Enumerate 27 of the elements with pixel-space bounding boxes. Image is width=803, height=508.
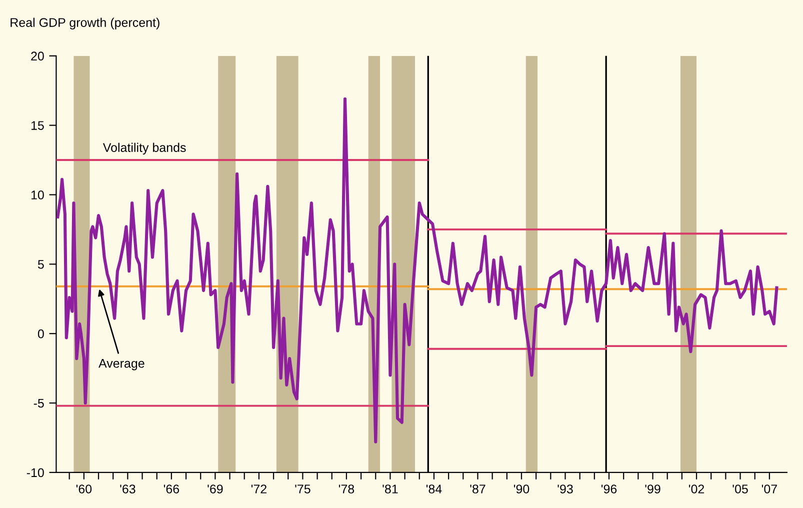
- x-tick-label: '75: [295, 484, 310, 494]
- y-tick-label: 20: [31, 52, 44, 61]
- x-tick-label: '78: [338, 484, 354, 494]
- x-tick-label: '02: [689, 484, 704, 494]
- annotation: Average: [98, 359, 144, 370]
- y-tick-label: 0: [38, 329, 44, 338]
- y-tick-label: -5: [34, 398, 44, 408]
- y-tick-label: 15: [31, 121, 44, 130]
- x-tick-label: '66: [164, 484, 180, 494]
- x-tick-label: '93: [558, 484, 573, 494]
- x-tick-label: '99: [645, 484, 660, 494]
- y-tick-label: 5: [38, 260, 44, 269]
- x-tick-label: '84: [426, 484, 442, 494]
- x-tick-label: '72: [251, 484, 266, 494]
- x-tick-label: '63: [120, 484, 136, 494]
- x-tick-label: '90: [514, 484, 530, 494]
- x-tick-label: '87: [470, 484, 486, 494]
- x-tick-label: '60: [76, 484, 92, 494]
- y-tick-label: 10: [31, 190, 44, 200]
- annotation: Volatility bands: [102, 142, 186, 154]
- x-tick-label: '81: [382, 484, 398, 494]
- x-tick-label: '69: [208, 484, 223, 494]
- x-tick-label: '05: [732, 484, 748, 494]
- y-axis-title: Real GDP growth (percent): [10, 18, 160, 30]
- x-tick-label: '96: [601, 484, 617, 494]
- x-tick-label: '07: [762, 484, 777, 494]
- y-tick-label: -10: [26, 468, 44, 478]
